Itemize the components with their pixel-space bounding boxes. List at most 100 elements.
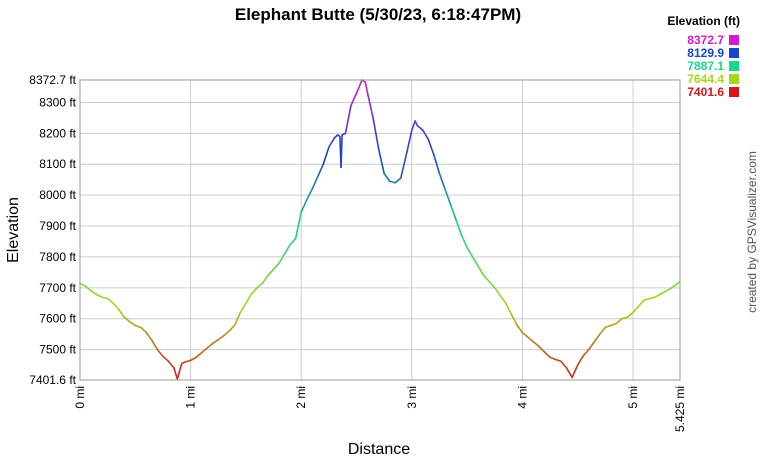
y-tick-labels: 7401.6 ft 7500 ft 7600 ft 7700 ft 7800 ft 790… xyxy=(29,73,76,387)
elevation-segment xyxy=(328,137,336,149)
elevation-segment xyxy=(366,92,374,119)
y-tick-label: 7500 ft xyxy=(39,343,76,357)
legend-value: 7887.1 xyxy=(687,59,724,73)
elevation-segment xyxy=(471,256,479,267)
y-tick-label: 7800 ft xyxy=(39,250,76,264)
y-tick-label: 8000 ft xyxy=(39,188,76,202)
elevation-segment xyxy=(340,134,343,169)
legend-value: 7401.6 xyxy=(687,85,724,99)
elevation-segment xyxy=(444,188,452,206)
elevation-segment xyxy=(256,282,264,289)
elevation-segment xyxy=(587,341,596,351)
elevation-segment xyxy=(599,326,607,335)
elevation-segment xyxy=(527,336,535,343)
x-tick-label: 5.425 mi xyxy=(673,386,687,432)
elevation-segment xyxy=(167,360,175,369)
elevation-segment xyxy=(228,324,236,332)
chart-title: Elephant Butte (5/30/23, 6:18:47PM) xyxy=(235,5,521,24)
elevation-segment xyxy=(162,355,170,363)
elevation-series xyxy=(79,79,681,380)
elevation-segment xyxy=(178,362,183,373)
elevation-segment xyxy=(388,180,397,184)
elevation-segment xyxy=(399,154,408,179)
elevation-segment xyxy=(112,302,120,311)
elevation-segment xyxy=(610,322,618,327)
elevation-segment xyxy=(383,172,391,183)
elevation-segment xyxy=(189,356,197,362)
elevation-segment xyxy=(364,81,369,94)
elevation-segment xyxy=(488,280,496,289)
elevation-segment xyxy=(505,302,513,315)
elevation-segment xyxy=(460,234,468,249)
elevation-segment xyxy=(549,356,557,361)
elevation-segment xyxy=(176,370,181,380)
elevation-segment xyxy=(101,296,109,300)
elevation-segment xyxy=(670,280,681,289)
y-tick-label: 8300 ft xyxy=(39,95,76,109)
elevation-segment xyxy=(90,290,98,296)
legend-value: 7644.4 xyxy=(687,72,724,86)
elevation-segment xyxy=(466,246,474,258)
elevation-segment xyxy=(294,211,302,240)
elevation-segment xyxy=(117,308,126,318)
x-tick-label: 5 mi xyxy=(626,386,640,409)
elevation-segment xyxy=(665,287,673,292)
legend-swatch xyxy=(729,74,739,84)
x-axis-label: Distance xyxy=(348,441,410,458)
elevation-segment xyxy=(267,268,275,277)
elevation-segment xyxy=(571,364,579,379)
elevation-segment xyxy=(311,175,319,190)
elevation-segment xyxy=(211,338,220,345)
elevation-segment xyxy=(532,341,540,348)
elevation-segment xyxy=(405,129,413,156)
elevation-segment xyxy=(477,265,485,277)
elevation-segment xyxy=(239,302,247,314)
elevation-segment xyxy=(261,274,269,284)
x-tick-label: 3 mi xyxy=(405,386,419,409)
elevation-segment xyxy=(140,326,148,334)
elevation-segment xyxy=(355,79,363,94)
elevation-segment xyxy=(422,129,430,141)
elevation-segment xyxy=(410,120,416,132)
elevation-segment xyxy=(643,297,651,301)
y-tick-label: 8100 ft xyxy=(39,157,76,171)
elevation-segment xyxy=(283,243,291,255)
elevation-segment xyxy=(300,198,308,213)
elevation-segment xyxy=(554,358,562,363)
elevation-segment xyxy=(123,316,131,323)
plot-frame xyxy=(79,79,681,381)
elevation-segment xyxy=(350,92,358,107)
elevation-segment xyxy=(427,138,435,156)
elevation-segment xyxy=(654,293,662,298)
y-tick-label: 7700 ft xyxy=(39,281,76,295)
y-tick-label: 7900 ft xyxy=(39,219,76,233)
elevation-segment xyxy=(593,333,601,343)
legend-swatch xyxy=(729,87,739,97)
elevation-segment xyxy=(394,177,402,184)
legend-value: 8129.9 xyxy=(687,46,724,60)
elevation-segment xyxy=(659,290,667,295)
elevation-segment xyxy=(433,154,441,175)
elevation-segment xyxy=(565,367,573,379)
elevation-segment xyxy=(217,334,225,341)
grid xyxy=(79,79,681,381)
elevation-segment xyxy=(521,331,529,339)
elevation-segment xyxy=(510,313,518,326)
elevation-segment xyxy=(145,331,153,342)
elevation-segment xyxy=(615,317,623,325)
elevation-segment xyxy=(272,262,280,271)
elevation-segment xyxy=(493,287,502,297)
y-axis-label: Elevation xyxy=(5,197,22,263)
elevation-segment xyxy=(173,367,179,380)
elevation-segment xyxy=(538,345,546,353)
elevation-segment xyxy=(234,311,242,326)
legend-swatch xyxy=(729,61,739,71)
elevation-segment xyxy=(482,274,491,283)
x-tick-label: 1 mi xyxy=(184,386,198,409)
y-tick-label: 7401.6 ft xyxy=(29,373,76,387)
legend-swatch xyxy=(729,35,739,45)
y-tick-label: 8372.7 ft xyxy=(29,73,76,87)
x-tick-label: 0 mi xyxy=(73,386,87,409)
elevation-segment xyxy=(79,282,87,288)
